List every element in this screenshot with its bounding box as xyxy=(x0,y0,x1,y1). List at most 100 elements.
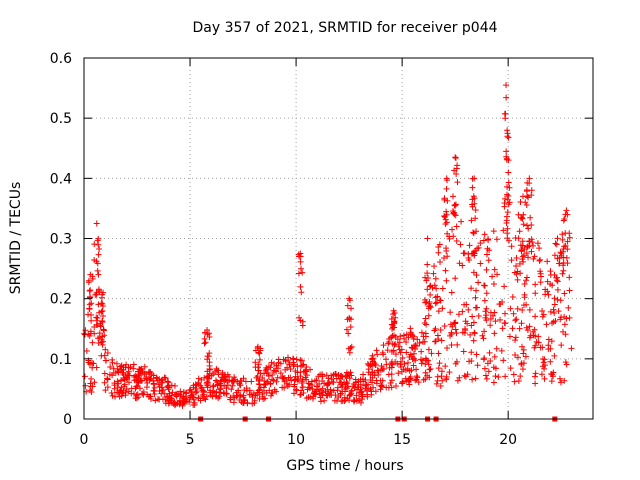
data-point xyxy=(482,314,489,321)
data-point xyxy=(432,294,439,301)
data-point xyxy=(435,244,442,251)
data-point xyxy=(545,336,552,343)
data-point xyxy=(410,350,417,357)
data-point xyxy=(88,375,95,382)
data-point xyxy=(101,370,108,377)
data-point xyxy=(259,391,266,398)
data-point xyxy=(226,377,233,384)
data-point xyxy=(255,387,262,394)
data-point xyxy=(519,215,526,222)
x-tick-label: 5 xyxy=(186,432,195,448)
data-point xyxy=(91,241,98,248)
data-point xyxy=(517,199,524,206)
data-point xyxy=(398,346,405,353)
data-point xyxy=(99,318,106,325)
data-point xyxy=(452,155,459,162)
data-point xyxy=(514,305,521,312)
data-point xyxy=(422,299,429,306)
data-point xyxy=(255,349,262,356)
data-point xyxy=(559,270,566,277)
data-point xyxy=(426,374,433,381)
data-point xyxy=(290,356,297,363)
data-point xyxy=(204,384,211,391)
data-point xyxy=(438,368,445,375)
data-point xyxy=(481,365,488,372)
data-point xyxy=(348,372,355,379)
data-point xyxy=(390,307,397,314)
data-point xyxy=(158,384,165,391)
data-point xyxy=(523,193,530,200)
data-point xyxy=(425,346,432,353)
data-point xyxy=(95,251,102,258)
data-point xyxy=(566,274,573,281)
data-point xyxy=(432,325,439,332)
data-point xyxy=(490,280,497,287)
data-point xyxy=(134,391,141,398)
data-point xyxy=(165,386,172,393)
data-point xyxy=(563,207,570,214)
data-point xyxy=(427,291,434,298)
data-point xyxy=(152,397,159,404)
data-point xyxy=(556,260,563,267)
data-point xyxy=(94,315,101,322)
data-point xyxy=(397,333,404,340)
data-point xyxy=(547,280,554,287)
data-point xyxy=(116,389,123,396)
data-point xyxy=(422,369,429,376)
data-point xyxy=(504,230,511,237)
data-point xyxy=(514,354,521,361)
data-point xyxy=(459,308,466,315)
data-point xyxy=(529,239,536,246)
data-point xyxy=(169,389,176,396)
data-point xyxy=(308,378,315,385)
data-point xyxy=(427,365,434,372)
data-point xyxy=(547,271,554,278)
data-point xyxy=(510,371,517,378)
data-point xyxy=(193,389,200,396)
data-point xyxy=(554,296,561,303)
data-point xyxy=(437,383,444,390)
data-point xyxy=(374,367,381,374)
data-point xyxy=(539,307,546,314)
data-point xyxy=(150,377,157,384)
data-point xyxy=(120,369,127,376)
data-point xyxy=(391,319,398,326)
data-point xyxy=(541,365,548,372)
data-point xyxy=(433,299,440,306)
data-point xyxy=(562,230,569,237)
data-point xyxy=(532,290,539,297)
data-point xyxy=(273,388,280,395)
data-point xyxy=(100,289,107,296)
data-point xyxy=(479,332,486,339)
data-point xyxy=(319,371,326,378)
data-point xyxy=(279,384,286,391)
data-point xyxy=(493,236,500,243)
data-point xyxy=(447,321,454,328)
data-point xyxy=(469,196,476,203)
data-point xyxy=(453,223,460,230)
data-point xyxy=(502,373,509,380)
data-point xyxy=(86,305,93,312)
data-point xyxy=(117,363,124,370)
data-point xyxy=(483,375,490,382)
data-point xyxy=(461,301,468,308)
data-point xyxy=(454,341,461,348)
data-point xyxy=(512,317,519,324)
data-point xyxy=(506,184,513,191)
data-point xyxy=(481,282,488,289)
data-point xyxy=(465,255,472,262)
data-point xyxy=(370,384,377,391)
data-point xyxy=(508,243,515,250)
data-point xyxy=(520,346,527,353)
data-point xyxy=(516,228,523,235)
data-point xyxy=(161,390,168,397)
data-point xyxy=(532,281,539,288)
data-point xyxy=(348,305,355,312)
data-point xyxy=(201,395,208,402)
data-point xyxy=(473,228,480,235)
data-point xyxy=(260,384,267,391)
data-point xyxy=(489,273,496,280)
data-point xyxy=(171,382,178,389)
data-point xyxy=(104,375,111,382)
data-point xyxy=(334,384,341,391)
